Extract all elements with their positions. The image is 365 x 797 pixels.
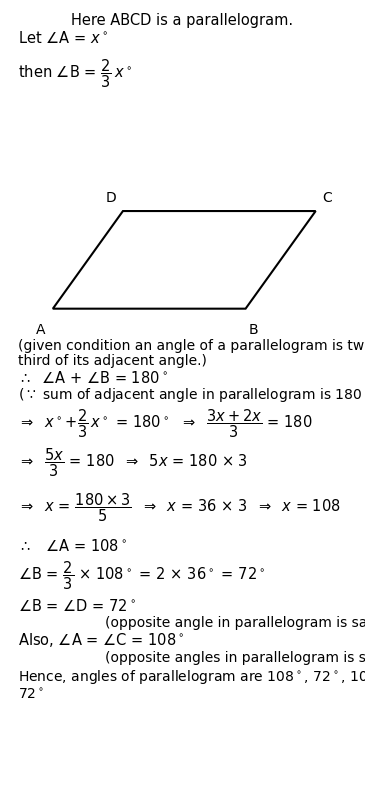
Text: B: B — [249, 323, 259, 337]
Text: ($\because$ sum of adjacent angle in parallelogram is 180$^\circ$): ($\because$ sum of adjacent angle in par… — [18, 386, 365, 403]
Text: Let $\angle$A = $x^\circ$: Let $\angle$A = $x^\circ$ — [18, 30, 108, 46]
Text: then $\angle$B = $\dfrac{2}{3}\,x^\circ$: then $\angle$B = $\dfrac{2}{3}\,x^\circ$ — [18, 57, 132, 90]
Text: $\angle$B = $\dfrac{2}{3}$ $\times$ 108$^\circ$ = 2 $\times$ 36$^\circ$ = 72$^\c: $\angle$B = $\dfrac{2}{3}$ $\times$ 108$… — [18, 559, 265, 591]
Text: $\therefore\;$ $\angle$A + $\angle$B = 180$^\circ$: $\therefore\;$ $\angle$A + $\angle$B = 1… — [18, 370, 168, 386]
Text: $\Rightarrow\;$ $x^\circ$+$\dfrac{2}{3}\,x^\circ$ = 180$^\circ$ $\;\Rightarrow\;: $\Rightarrow\;$ $x^\circ$+$\dfrac{2}{3}\… — [18, 407, 312, 440]
Text: Also, $\angle$A = $\angle$C = 108$^\circ$: Also, $\angle$A = $\angle$C = 108$^\circ… — [18, 630, 184, 649]
Text: third of its adjacent angle.): third of its adjacent angle.) — [18, 354, 207, 368]
Text: $\angle$B = $\angle$D = 72$^\circ$: $\angle$B = $\angle$D = 72$^\circ$ — [18, 598, 136, 614]
Text: A: A — [36, 323, 46, 337]
Text: $\Rightarrow\;$ $\dfrac{5x}{3}$ = 180 $\;\Rightarrow\;$ 5$x$ = 180 $\times$ 3: $\Rightarrow\;$ $\dfrac{5x}{3}$ = 180 $\… — [18, 446, 248, 479]
Text: (opposite angle in parallelogram is same): (opposite angle in parallelogram is same… — [105, 616, 365, 630]
Text: (opposite angles in parallelogram is same): (opposite angles in parallelogram is sam… — [105, 650, 365, 665]
Text: Here ABCD is a parallelogram.: Here ABCD is a parallelogram. — [72, 14, 293, 28]
Text: 72$^\circ$: 72$^\circ$ — [18, 688, 44, 702]
Text: D: D — [105, 190, 116, 205]
Text: Hence, angles of parallelogram are 108$^\circ$, 72$^\circ$, 108$^\circ$,: Hence, angles of parallelogram are 108$^… — [18, 668, 365, 686]
Text: $\Rightarrow\;$ $x$ = $\dfrac{180\times3}{5}$ $\;\Rightarrow\;$ $x$ = 36 $\times: $\Rightarrow\;$ $x$ = $\dfrac{180\times3… — [18, 491, 341, 524]
Text: $\therefore\;\;$ $\angle$A = 108$^\circ$: $\therefore\;\;$ $\angle$A = 108$^\circ$ — [18, 538, 127, 554]
Text: C: C — [323, 190, 333, 205]
Text: (given condition an angle of a parallelogram is two: (given condition an angle of a parallelo… — [18, 339, 365, 353]
